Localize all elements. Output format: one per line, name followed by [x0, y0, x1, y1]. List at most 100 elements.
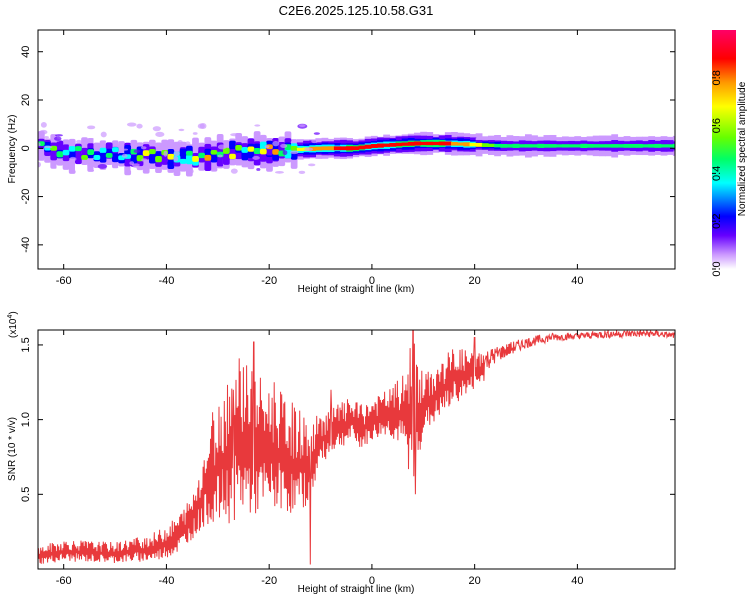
colorbar-tick-label: 0.2 — [711, 214, 723, 229]
spectrogram-cell — [666, 144, 674, 148]
spectrogram-cell — [592, 144, 600, 148]
spectrogram-cell — [358, 145, 366, 150]
spectrogram-speckle — [97, 163, 108, 169]
spectrogram-speckle — [272, 141, 280, 147]
spectrogram-cell — [475, 142, 483, 147]
spectrogram-cell — [438, 141, 446, 146]
snr-x-tick-label: -20 — [261, 575, 277, 587]
spectrogram-speckle — [122, 148, 129, 151]
spectrogram-cell — [537, 143, 545, 148]
spectrogram-speckle — [100, 131, 107, 138]
spectrogram-speckle — [230, 168, 238, 174]
spectrogram-x-tick-label: -20 — [261, 275, 277, 287]
spectrogram-cell — [383, 143, 390, 147]
snr-y-axis-title: SNR (10 * v/v) — [7, 417, 18, 481]
spectrogram-cell — [488, 143, 495, 147]
spectrogram-cell — [407, 141, 415, 146]
spectrogram-cell — [377, 143, 384, 148]
spectrogram-y-tick-label: -40 — [20, 237, 32, 253]
spectrogram-cell — [346, 146, 353, 151]
spectrogram-cell — [506, 144, 514, 148]
spectrogram-speckle — [280, 143, 288, 149]
figure-title: C2E6.2025.125.10.58.G31 — [279, 3, 434, 18]
spectrogram-cell — [561, 144, 569, 148]
spectrogram-speckle — [140, 146, 147, 150]
spectrogram-speckle — [298, 170, 306, 174]
spectrogram-cell — [555, 144, 563, 148]
spectrogram-cell — [87, 149, 95, 155]
spectrogram-cell — [111, 153, 119, 163]
spectrogram-cell — [494, 143, 501, 148]
spectrogram-cell — [99, 152, 107, 163]
spectrogram-speckle — [307, 163, 316, 167]
spectrogram-speckle — [141, 158, 148, 162]
spectrogram-speckle — [254, 124, 261, 127]
spectrogram-y-tick-label: 0 — [20, 145, 32, 151]
spectrogram-cell — [660, 144, 668, 148]
snr-frame — [37, 329, 676, 570]
snr-x-axis-title: Height of straight line (km) — [298, 584, 415, 595]
spectrogram-speckle — [38, 161, 41, 168]
spectrogram-cell — [235, 144, 243, 151]
spectrogram-cell — [598, 144, 606, 148]
spectrogram-speckle — [217, 144, 227, 150]
spectrogram-cell — [512, 143, 520, 148]
spectrogram-cell — [148, 154, 156, 164]
spectrogram-cell — [352, 146, 360, 151]
spectrogram-cell — [370, 144, 378, 148]
colorbar-tick-label: 0.6 — [711, 118, 723, 133]
spectrogram-cell — [672, 143, 675, 148]
spectrogram-speckle — [304, 147, 314, 151]
spectrogram-cell — [629, 143, 637, 148]
spectrogram-cell — [68, 146, 76, 152]
spectrogram-cell — [340, 146, 347, 151]
spectrogram-cell — [179, 148, 187, 160]
spectrogram-cell — [99, 147, 107, 153]
snr-x-tick-label: -40 — [158, 575, 174, 587]
spectrogram-y-axis-title: Frequency (Hz) — [7, 115, 18, 184]
spectrogram-x-axis-title: Height of straight line (km) — [298, 284, 415, 295]
spectrogram-cell — [81, 147, 88, 157]
spectrogram-cell — [395, 142, 403, 147]
snr-series-line — [38, 330, 675, 565]
spectrogram-speckle — [136, 123, 143, 129]
spectrogram-speckle — [76, 139, 82, 144]
spectrogram-cell — [62, 149, 70, 156]
spectrogram-cell — [198, 152, 206, 159]
spectrogram-cell — [414, 141, 421, 146]
spectrogram-cell — [549, 144, 557, 148]
snr-y-tick-label: 1.5 — [20, 337, 32, 352]
spectrogram-cell — [574, 144, 582, 148]
spectrogram-speckle — [217, 154, 223, 158]
snr-y-ticks: 0.5 1.0 1.5 — [20, 337, 675, 502]
spectrogram-cell — [617, 144, 625, 148]
spectrogram-x-tick-label: -40 — [158, 275, 174, 287]
spectrogram-speckle — [197, 123, 205, 129]
spectrogram-cell — [426, 141, 434, 146]
spectrogram-cell — [222, 147, 230, 154]
spectrogram-cell — [451, 141, 458, 146]
spectrogram-y-tick-label: 20 — [20, 94, 32, 106]
spectrogram-speckle — [282, 150, 288, 156]
spectrogram-speckle — [38, 142, 41, 147]
spectrogram-cell — [327, 146, 335, 151]
spectrogram-speckle — [43, 136, 50, 139]
snr-y-tick-label: 0.5 — [20, 487, 32, 502]
spectrogram-y-tick-label: -20 — [20, 189, 32, 205]
spectrogram-y-ticks: -40 -20 0 20 40 — [20, 46, 675, 253]
snr-y-multiplier-prefix: (x10 — [8, 318, 19, 338]
colorbar: 0.0 0.2 0.4 0.6 0.8 Normalized spectral ampl… — [711, 30, 748, 277]
spectrogram-speckle — [173, 151, 180, 156]
spectrogram-cell — [105, 153, 113, 158]
spectrogram-cell — [518, 144, 526, 148]
spectrogram-cell — [364, 144, 372, 149]
spectrogram-speckle — [131, 163, 140, 167]
spectrogram-cell — [543, 144, 551, 148]
spectrogram-cell — [654, 143, 662, 148]
spectrogram-speckle — [230, 133, 240, 137]
spectrogram-cell — [259, 141, 267, 152]
spectrogram-speckle — [43, 145, 53, 149]
spectrogram-speckle — [54, 136, 62, 141]
colorbar-tick-label: 0.0 — [711, 261, 723, 276]
spectrogram-y-tick-label: 40 — [20, 46, 32, 58]
